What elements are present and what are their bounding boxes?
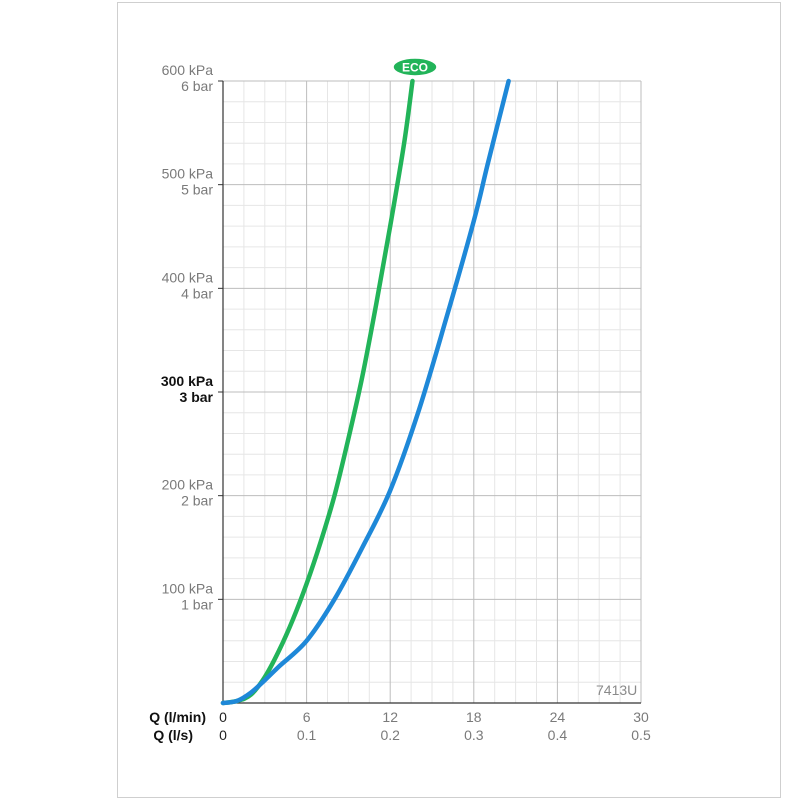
y-tick-label-kpa: 200 kPa <box>162 477 214 493</box>
x-tick-label-lmin: 18 <box>466 709 482 725</box>
y-tick-label-bar: 3 bar <box>180 389 214 405</box>
eco-badge: ECO <box>392 57 438 77</box>
x-tick-label-ls: 0.4 <box>548 727 568 743</box>
y-tick-label-bar: 4 bar <box>181 285 213 301</box>
x-axis-title-ls: Q (l/s) <box>153 727 193 743</box>
product-code-label: 7413U <box>596 682 637 698</box>
x-tick-label-ls: 0.3 <box>464 727 484 743</box>
y-tick-label-bar: 1 bar <box>181 596 213 612</box>
x-axis-title-lmin: Q (l/min) <box>149 709 206 725</box>
x-tick-label-lmin: 12 <box>382 709 398 725</box>
y-tick-label-bar: 6 bar <box>181 78 213 94</box>
y-tick-label-kpa: 500 kPa <box>162 166 214 182</box>
x-tick-label-ls: 0 <box>219 727 227 743</box>
y-tick-label-kpa: 300 kPa <box>161 373 213 389</box>
y-tick-label-kpa: 100 kPa <box>162 580 214 596</box>
eco-badge-label: ECO <box>402 61 428 75</box>
y-tick-label-bar: 5 bar <box>181 182 213 198</box>
series-lines <box>220 78 511 706</box>
series-line-standard <box>220 78 511 706</box>
x-tick-label-lmin: 6 <box>303 709 311 725</box>
x-tick-label-lmin: 30 <box>633 709 649 725</box>
y-tick-label-kpa: 400 kPa <box>162 269 214 285</box>
x-axis-labels: 0 6 12 18 24 30 0 0.1 0.2 0.3 0.4 0.5 <box>219 709 651 743</box>
x-tick-label-lmin: 0 <box>219 709 227 725</box>
y-tick-label-bar: 2 bar <box>181 493 213 509</box>
x-tick-label-lmin: 24 <box>550 709 566 725</box>
grid <box>218 80 642 704</box>
y-tick-label-kpa: 600 kPa <box>162 62 214 78</box>
x-tick-label-ls: 0.1 <box>297 727 317 743</box>
x-tick-label-ls: 0.2 <box>380 727 400 743</box>
x-tick-label-ls: 0.5 <box>631 727 651 743</box>
